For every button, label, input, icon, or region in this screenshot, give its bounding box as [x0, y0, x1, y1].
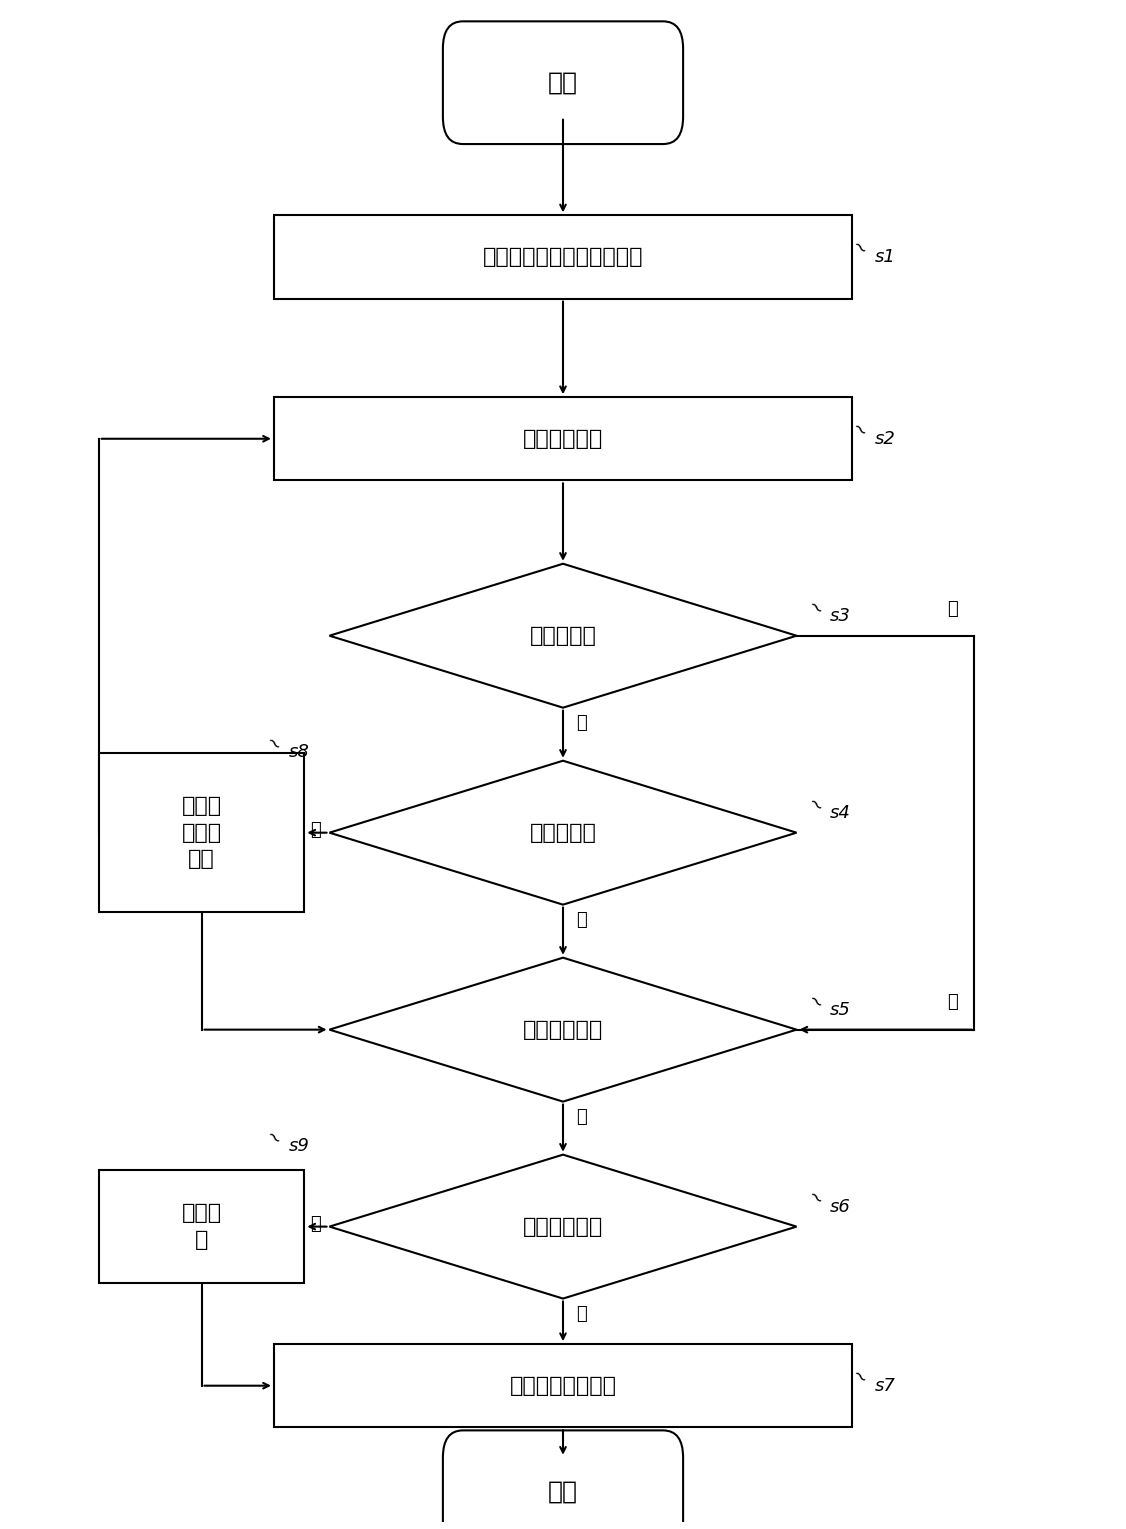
Text: s7: s7 [875, 1376, 895, 1394]
Text: 是: 是 [947, 599, 958, 618]
Text: 否: 否 [310, 1214, 321, 1232]
Text: 按照时间顺序排列图像数据: 按照时间顺序排列图像数据 [483, 248, 643, 268]
Text: 是否遍历完: 是否遍历完 [529, 625, 597, 645]
Text: 是: 是 [577, 911, 587, 928]
Text: ∼: ∼ [802, 794, 825, 816]
Text: 否: 否 [577, 1107, 587, 1125]
Text: ∼: ∼ [802, 991, 825, 1014]
Text: ∼: ∼ [847, 237, 870, 261]
Bar [274, 216, 852, 298]
Text: s4: s4 [830, 804, 851, 823]
Text: s8: s8 [288, 743, 310, 761]
Text: 开始: 开始 [548, 70, 578, 95]
Text: 是否已存在: 是否已存在 [529, 823, 597, 842]
Text: 否: 否 [310, 821, 321, 838]
Text: 否: 否 [577, 714, 587, 732]
FancyBboxPatch shape [443, 21, 683, 144]
Bar [99, 1170, 304, 1283]
Text: 轨迹是否连续: 轨迹是否连续 [522, 1217, 604, 1237]
Text: 是否路网边界: 是否路网边界 [522, 1020, 604, 1040]
Text: 补全轨
迹: 补全轨 迹 [181, 1203, 222, 1249]
Text: ∼: ∼ [260, 1127, 284, 1150]
Text: 是: 是 [947, 994, 958, 1012]
Text: 是: 是 [577, 1304, 587, 1323]
Text: s1: s1 [875, 248, 895, 266]
Text: 遍历图像数据: 遍历图像数据 [522, 428, 604, 448]
Text: s9: s9 [288, 1138, 310, 1156]
Text: 更新车辆轨迹数据: 更新车辆轨迹数据 [509, 1376, 617, 1396]
Text: s3: s3 [830, 607, 851, 625]
Polygon shape [330, 564, 796, 708]
Polygon shape [330, 957, 796, 1101]
Polygon shape [330, 761, 796, 905]
Text: ∼: ∼ [802, 1188, 825, 1211]
Text: s6: s6 [830, 1197, 851, 1216]
Text: s5: s5 [830, 1001, 851, 1018]
Bar [99, 754, 304, 913]
FancyBboxPatch shape [443, 1431, 683, 1529]
Text: ∼: ∼ [847, 1367, 870, 1390]
Polygon shape [330, 1154, 796, 1298]
Text: 结束: 结束 [548, 1480, 578, 1503]
Text: 插入新
的车辆
记录: 插入新 的车辆 记录 [181, 797, 222, 868]
Bar [274, 1344, 852, 1428]
Bar [274, 398, 852, 480]
Text: ∼: ∼ [260, 732, 284, 757]
Text: ∼: ∼ [847, 419, 870, 443]
Text: ∼: ∼ [802, 596, 825, 621]
Text: s2: s2 [875, 430, 895, 448]
